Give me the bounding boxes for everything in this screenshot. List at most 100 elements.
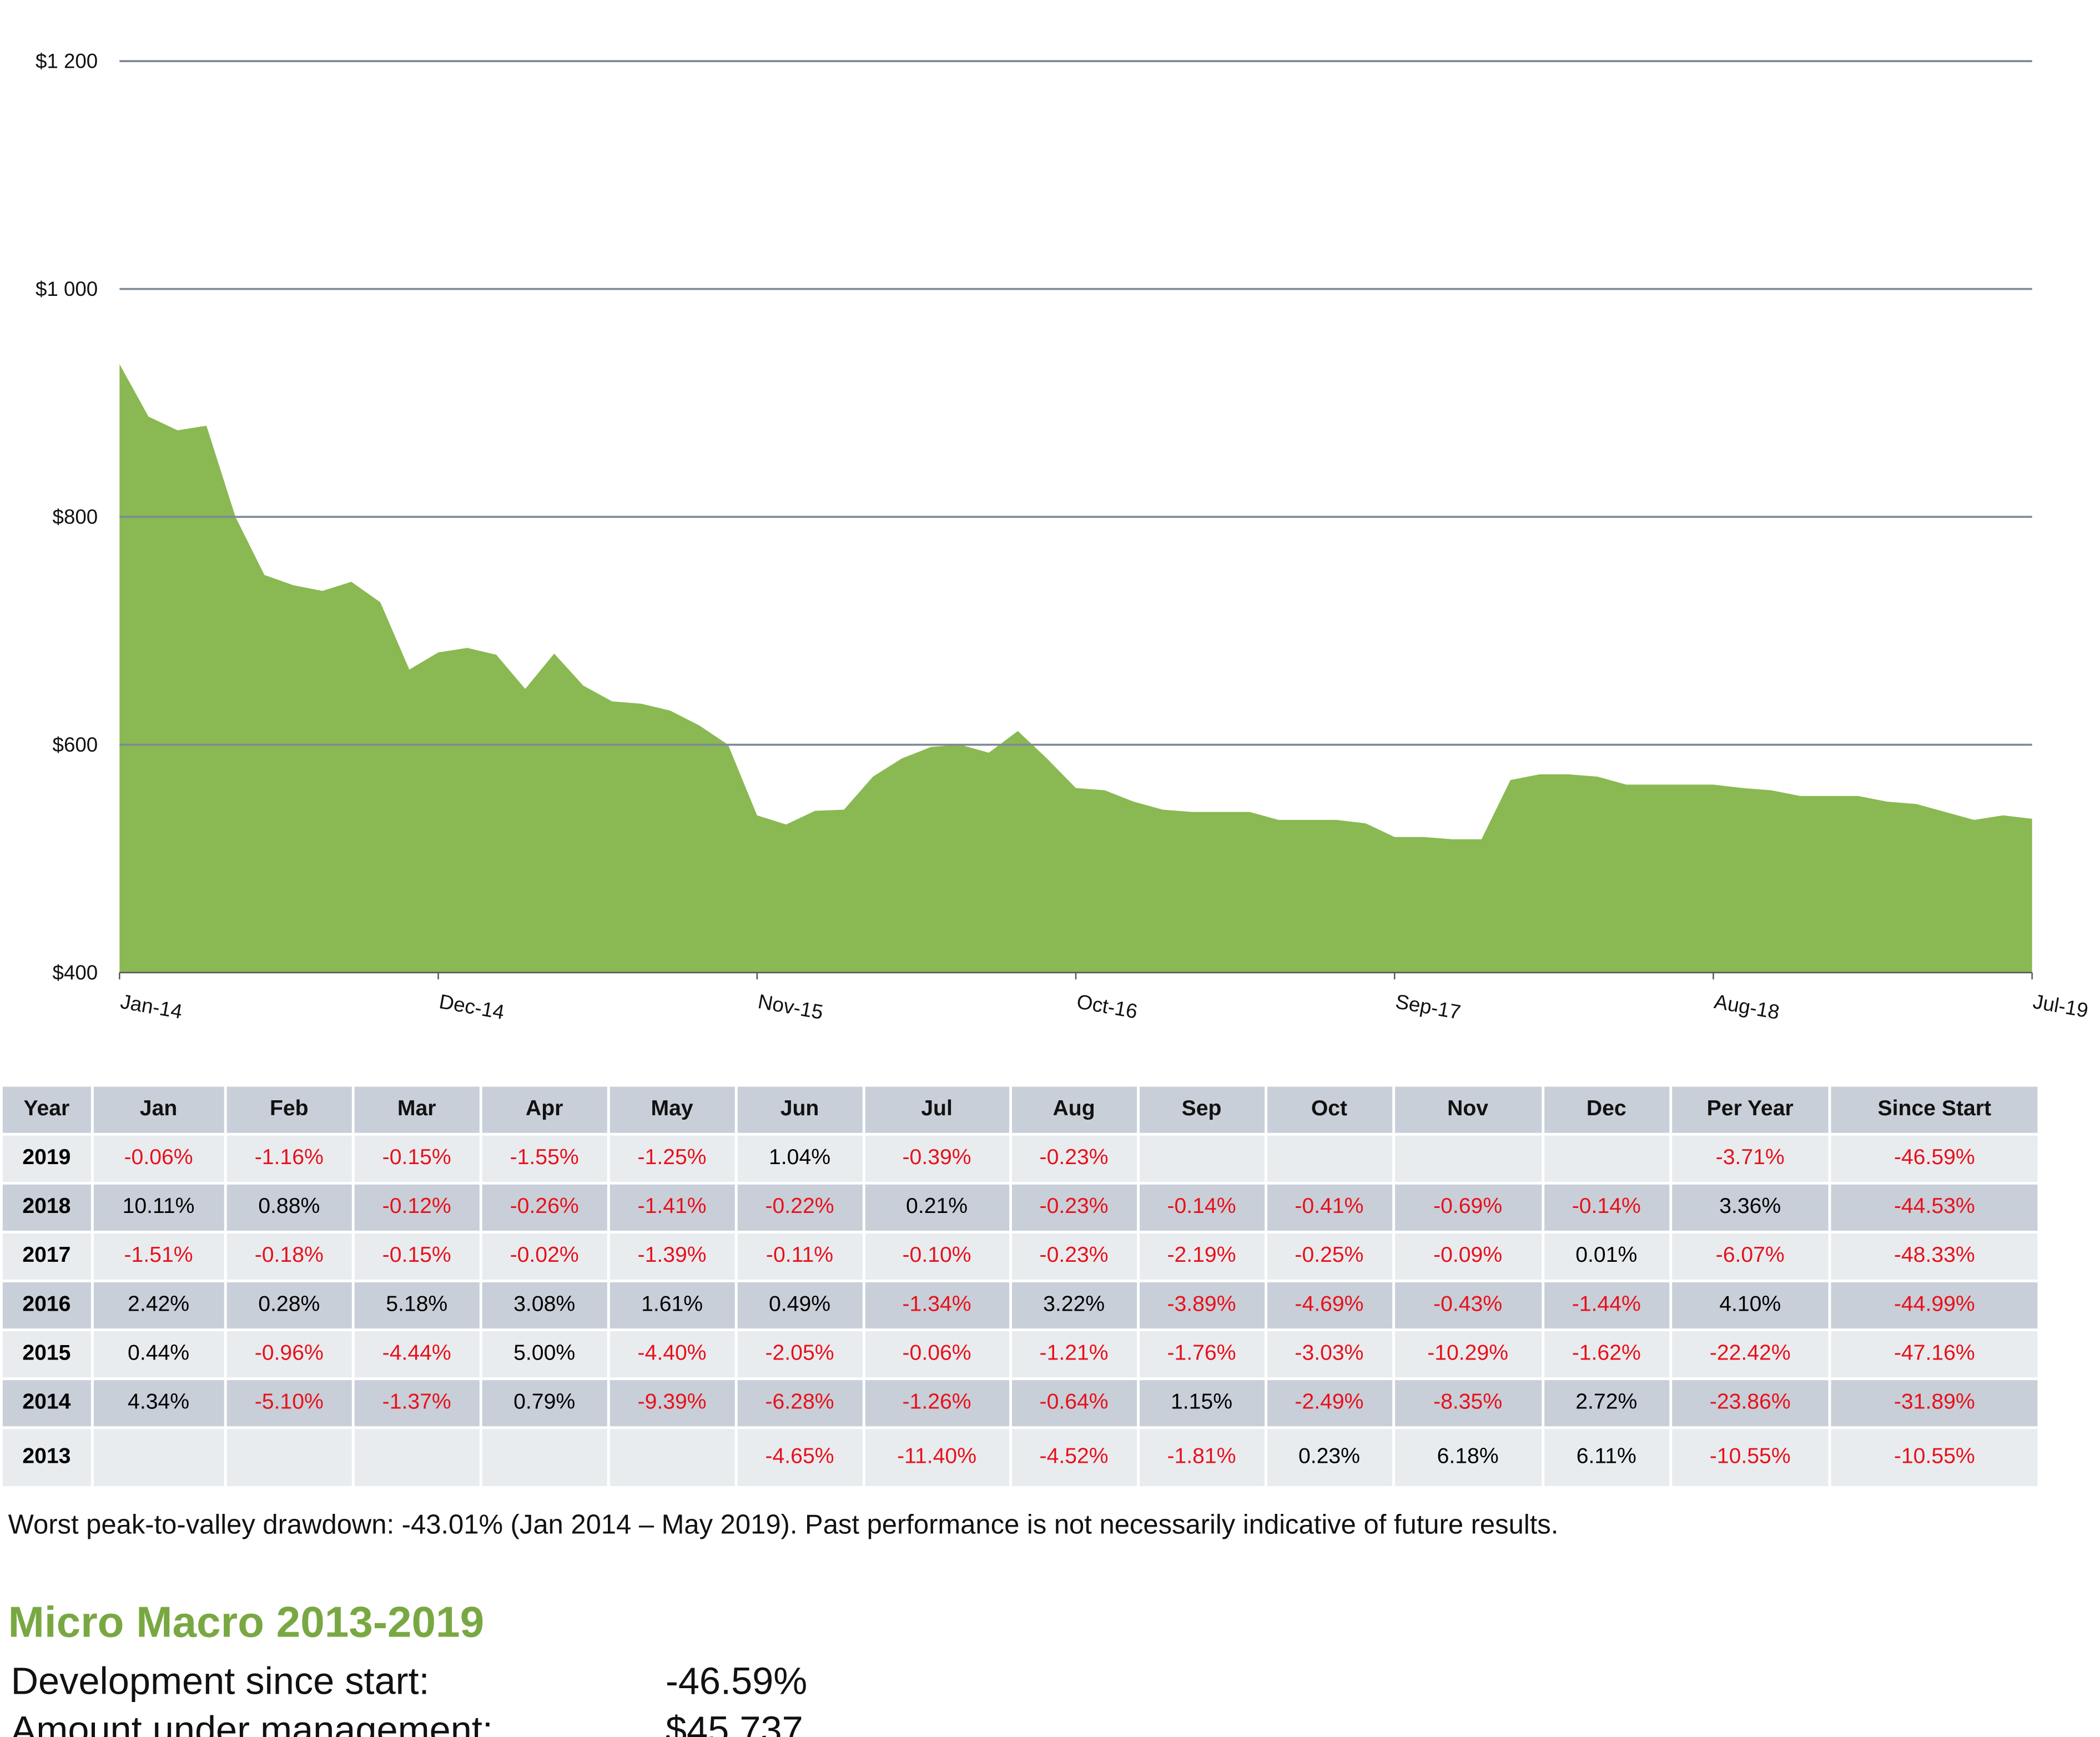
value-cell: 1.04% (737, 1135, 863, 1182)
area (119, 364, 2032, 973)
summary-title: Micro Macro 2013-2019 (8, 1597, 485, 1647)
value-cell: 0.28% (226, 1282, 352, 1329)
value-cell: -3.71% (1671, 1135, 1829, 1182)
value-cell: -44.99% (1831, 1282, 2038, 1329)
header-cell: Since Start (1831, 1086, 2038, 1133)
value-cell: -4.52% (1011, 1429, 1137, 1486)
year-cell: 2017 (2, 1233, 90, 1280)
header-cell: Year (2, 1086, 90, 1133)
value-cell: -8.35% (1394, 1380, 1542, 1427)
header-cell: Sep (1139, 1086, 1265, 1133)
year-cell: 2019 (2, 1135, 90, 1182)
y-tick-label: $800 (53, 505, 98, 528)
value-cell: -0.02% (482, 1233, 607, 1280)
value-cell: -0.39% (864, 1135, 1009, 1182)
value-cell: 5.18% (354, 1282, 480, 1329)
value-cell: 4.34% (93, 1380, 224, 1427)
header-cell: Apr (482, 1086, 607, 1133)
value-cell: -1.16% (226, 1135, 352, 1182)
value-cell: 5.00% (482, 1331, 607, 1378)
value-cell: -47.16% (1831, 1331, 2038, 1378)
value-cell: -3.03% (1266, 1331, 1392, 1378)
value-cell: -10.29% (1394, 1331, 1542, 1378)
value-cell: 6.11% (1544, 1429, 1669, 1486)
header-cell: May (610, 1086, 735, 1133)
value-cell: -1.51% (93, 1233, 224, 1280)
value-cell: -5.10% (226, 1380, 352, 1427)
value-cell (482, 1429, 607, 1486)
summary-value: -46.59% (666, 1660, 808, 1703)
value-cell: -0.43% (1394, 1282, 1542, 1329)
value-cell: -48.33% (1831, 1233, 2038, 1280)
value-cell: -1.62% (1544, 1331, 1669, 1378)
value-cell: 0.21% (864, 1184, 1009, 1231)
summary-row: Amount under management: $45 737 (11, 1709, 803, 1737)
year-cell: 2013 (2, 1429, 90, 1486)
value-cell: 2.72% (1544, 1380, 1669, 1427)
value-cell: -0.23% (1011, 1233, 1137, 1280)
value-cell: -0.41% (1266, 1184, 1392, 1231)
summary-label: Development since start: (11, 1660, 430, 1703)
table-row: 2016 2.42% 0.28% 5.18% 3.08% 1.61% 0.49% -1.34%… (2, 1282, 2038, 1329)
value-cell: 4.10% (1671, 1282, 1829, 1329)
value-cell: -23.86% (1671, 1380, 1829, 1427)
value-cell: -0.18% (226, 1233, 352, 1280)
value-cell: -0.14% (1139, 1184, 1265, 1231)
value-cell (226, 1429, 352, 1486)
table-row: 2019 -0.06% -1.16% -0.15% -1.55% -1.25% 1.04% -… (2, 1135, 2038, 1182)
value-cell: -0.14% (1544, 1184, 1669, 1231)
value-cell: -10.55% (1671, 1429, 1829, 1486)
chart: $400 $600 $800 $1 000 $1 200 Jan-14 Dec-14 Nov-… (36, 49, 2090, 1024)
value-cell: 1.15% (1139, 1380, 1265, 1427)
table-row: 2017 -1.51% -0.18% -0.15% -0.02% -1.39% -0.11%… (2, 1233, 2038, 1280)
value-cell: -0.26% (482, 1184, 607, 1231)
value-cell: -4.44% (354, 1331, 480, 1378)
header-cell: Feb (226, 1086, 352, 1133)
table-row: 2015 0.44% -0.96% -4.44% 5.00% -4.40% -2.05% -0… (2, 1331, 2038, 1378)
value-cell: 10.11% (93, 1184, 224, 1231)
performance-table: Year Jan Feb Mar Apr May Jun Jul Aug Sep Oct Nov Dec… (0, 1084, 2040, 1489)
value-cell: -0.96% (226, 1331, 352, 1378)
value-cell: 0.49% (737, 1282, 863, 1329)
y-tick-label: $400 (53, 961, 98, 984)
year-cell: 2018 (2, 1184, 90, 1231)
value-cell: -4.40% (610, 1331, 735, 1378)
summary-value: $45 737 (666, 1709, 803, 1737)
year-cell: 2015 (2, 1331, 90, 1378)
value-cell: -2.49% (1266, 1380, 1392, 1427)
value-cell: -1.39% (610, 1233, 735, 1280)
value-cell: 2.42% (93, 1282, 224, 1329)
value-cell: 6.18% (1394, 1429, 1542, 1486)
value-cell (354, 1429, 480, 1486)
value-cell: -3.89% (1139, 1282, 1265, 1329)
header-cell: Per Year (1671, 1086, 1829, 1133)
value-cell (610, 1429, 735, 1486)
value-cell: 0.23% (1266, 1429, 1392, 1486)
value-cell: -46.59% (1831, 1135, 2038, 1182)
header-cell: Mar (354, 1086, 480, 1133)
value-cell: -0.23% (1011, 1135, 1137, 1182)
x-tick-label: Aug-18 (1713, 990, 1781, 1024)
value-cell: -1.25% (610, 1135, 735, 1182)
value-cell: 1.61% (610, 1282, 735, 1329)
summary-row: Development since start: -46.59% (11, 1660, 808, 1703)
value-cell: -0.22% (737, 1184, 863, 1231)
y-tick-label: $600 (53, 733, 98, 756)
value-cell: 0.88% (226, 1184, 352, 1231)
value-cell: -0.06% (864, 1331, 1009, 1378)
x-tick-label: Oct-16 (1075, 990, 1140, 1023)
value-cell: 0.44% (93, 1331, 224, 1378)
header-cell: Dec (1544, 1086, 1669, 1133)
value-cell: -0.11% (737, 1233, 863, 1280)
table-row: 2018 10.11% 0.88% -0.12% -0.26% -1.41% -0.22% 0… (2, 1184, 2038, 1231)
value-cell: -31.89% (1831, 1380, 2038, 1427)
value-cell: 0.01% (1544, 1233, 1669, 1280)
x-tick-label: Nov-15 (756, 990, 825, 1024)
value-cell: -0.12% (354, 1184, 480, 1231)
header-cell: Jan (93, 1086, 224, 1133)
value-cell: -0.10% (864, 1233, 1009, 1280)
x-tick-label: Sep-17 (1394, 990, 1463, 1024)
value-cell: -1.37% (354, 1380, 480, 1427)
